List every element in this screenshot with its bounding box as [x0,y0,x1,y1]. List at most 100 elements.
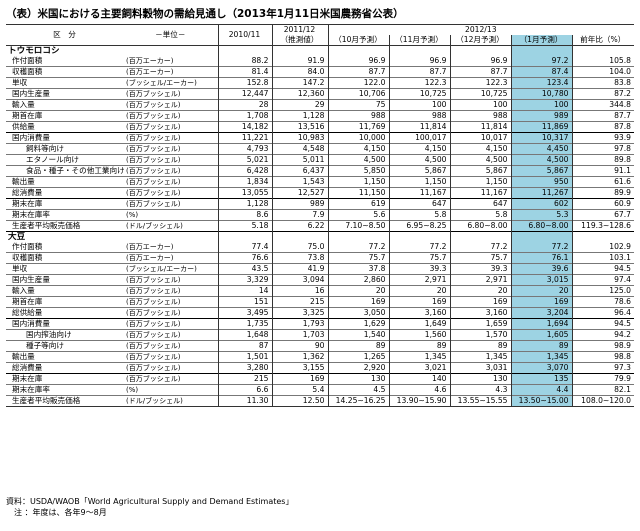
cell-value: 76.6 [217,252,272,264]
cell-value: 91.1 [571,165,635,177]
cell-value: 67.7 [571,209,635,221]
cell-value: 89 [327,340,389,352]
cell-value: 2,971 [388,274,450,286]
cell-value: 11,869 [510,121,572,133]
cell-value: 4.3 [449,384,511,396]
cell-value: 77.2 [510,242,572,253]
cell-value: 77.2 [388,242,450,253]
cell-value: 6.22 [271,220,328,232]
cell-value: 16 [271,285,328,297]
cell-value: 123.4 [510,77,572,89]
row-label: 輸入量 [6,285,124,297]
row-unit: (百万ブッシェル) [124,362,218,374]
table-row: 種子等向け (百万ブッシェル) 87 90 89 89 89 89 98.9 [6,340,635,352]
cell-value: 79.9 [571,373,635,385]
cell-value: 125.0 [571,285,635,297]
cell-value: 97.8 [571,143,635,155]
cell-value: 83.8 [571,77,635,89]
cell-value: 5,011 [271,154,328,166]
cell-value: 989 [510,110,572,122]
cell-value: 87.8 [571,121,635,133]
cell-value: 647 [388,198,450,210]
row-label: 期末在庫率 [6,209,124,221]
cell-value: 169 [449,296,511,308]
row-label: 国内消費量 [6,318,124,330]
table-row: 期末在庫 (百万ブッシェル) 1,128 989 619 647 647 602 60.9 [6,198,635,210]
cell-value: 5.4 [271,384,328,396]
cell-value: 20 [388,285,450,297]
header-2011-sub: （推測値） [271,35,328,46]
cell-value: 11,221 [217,132,272,144]
cell-value: 76.1 [510,252,572,264]
cell-value: 93.9 [571,132,635,144]
cell-value: 11,769 [327,121,389,133]
table-row: 生産者平均販売価格 (ドル/ブッシェル) 11.30 12.50 14.25~16.25… [6,395,635,407]
cell-value: 91.9 [271,56,328,67]
cell-value: 4,500 [327,154,389,166]
table-row: 国内搾油向け (百万ブッシェル) 1,648 1,703 1,540 1,560 1,570… [6,329,635,341]
cell-value: 87.7 [388,66,450,78]
cell-value: 4,500 [510,154,572,166]
header-year-2011: 2011/12 [271,24,328,35]
cell-value: 12,447 [217,88,272,100]
cell-value: 5.18 [217,220,272,232]
cell-value: 344.8 [571,99,635,111]
cell-value: 3,015 [510,274,572,286]
header-year-2012: 2012/13 [327,24,635,35]
row-label: 期首在庫 [6,296,124,308]
cell-value: 11,814 [449,121,511,133]
cell-value: 7.9 [271,209,328,221]
cell-value: 75.7 [327,252,389,264]
cell-value: 82.1 [571,384,635,396]
cell-value: 20 [449,285,511,297]
cell-value: 39.6 [510,263,572,275]
table-row: 輸入量 (百万ブッシェル) 14 16 20 20 20 20 125.0 [6,285,635,297]
table-row: 収穫面積 (百万エーカー) 81.4 84.0 87.7 87.7 87.7 87.4 104.… [6,66,635,78]
cell-value: 152.8 [217,77,272,89]
cell-value: 11,150 [327,187,389,199]
row-label: 国内生産量 [6,274,124,286]
header-unit: －単位－ [124,24,218,46]
cell-value: 1,150 [449,176,511,188]
cell-value: 11.30 [217,395,272,407]
cell-value: 5,021 [217,154,272,166]
cell-value: 81.4 [217,66,272,78]
cell-value: 97.3 [571,362,635,374]
cell-value: 87.7 [571,110,635,122]
cell-value: 169 [327,296,389,308]
cell-value: 122.3 [388,77,450,89]
section-title: 大豆 [6,231,218,242]
table-row: 期末在庫率 (%) 8.6 7.9 5.6 5.8 5.8 5.3 67.7 [6,209,635,221]
cell-value: 3,204 [510,307,572,319]
cell-value: 100 [388,99,450,111]
cell-value: 1,362 [271,351,328,363]
row-unit: (百万ブッシェル) [124,351,218,363]
cell-value: 1,570 [449,329,511,341]
row-label: 総供給量 [6,307,124,319]
cell-value: 4,548 [271,143,328,155]
cell-value: 1,629 [327,318,389,330]
table-row: 国内生産量 (百万ブッシェル) 12,447 12,360 10,706 10,725 10… [6,88,635,100]
cell-value: 122.3 [449,77,511,89]
cell-value: 37.8 [327,263,389,275]
cell-value: 988 [327,110,389,122]
cell-value: 169 [271,373,328,385]
cell-value: 14,182 [217,121,272,133]
table-row: 輸入量 (百万ブッシェル) 28 29 75 100 100 100 344.8 [6,99,635,111]
row-unit: (百万ブッシェル) [124,340,218,352]
cell-value: 98.9 [571,340,635,352]
row-label: 収穫面積 [6,66,124,78]
cell-value: 10,725 [449,88,511,100]
row-unit: (ブッシェル/エーカー) [124,77,218,89]
cell-value: 4.4 [510,384,572,396]
row-unit: (百万ブッシェル) [124,176,218,188]
cell-value: 97.2 [510,56,572,67]
cell-value: 950 [510,176,572,188]
cell-value: 102.9 [571,242,635,253]
row-label: 輸出量 [6,351,124,363]
row-label: 輸入量 [6,99,124,111]
cell-value: 1,560 [388,329,450,341]
cell-value: 1,128 [217,198,272,210]
table-row: エタノール向け (百万ブッシェル) 5,021 5,011 4,500 4,500 4,50… [6,154,635,166]
cell-value: 90 [271,340,328,352]
